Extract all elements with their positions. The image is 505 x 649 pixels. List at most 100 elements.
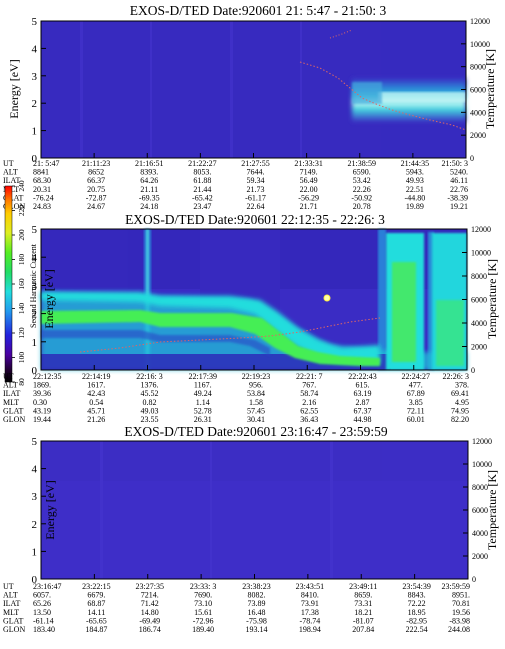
panel-2-ytick-label: 1 <box>32 337 38 349</box>
panel-1-table-cell: 19.89 <box>406 202 424 211</box>
panel-3-table-cell: 23:22:15 <box>82 582 110 591</box>
panel-2-table-cell: 26.31 <box>194 415 212 424</box>
panel-2-spike-3 <box>378 229 386 370</box>
panel-3-ytick-label: 1 <box>32 546 38 558</box>
panel-1-table-cell: 22.51 <box>406 185 424 194</box>
panel-1-temperature-trace <box>299 61 467 131</box>
panel-3-table-cell: 186.74 <box>139 625 161 634</box>
colorbar-tick-label: 120 <box>17 327 26 339</box>
panel-1-ytick-label: 0 <box>32 153 38 165</box>
colorbar-gradient <box>4 185 13 383</box>
panel-2-ytick-label: 2 <box>32 309 38 321</box>
panel-2-table-cell: 72.11 <box>407 406 425 415</box>
panel-3-rtick-label: 6000 <box>472 506 488 515</box>
panel-2-rtick-label: 8000 <box>471 272 487 281</box>
panel-1-row-label: GLON <box>3 202 25 211</box>
panel-3-table-cell: 73.10 <box>194 599 212 608</box>
panel-2-table-cell: 22:16: 3 <box>136 372 162 381</box>
panel-3-table-cell: 14.11 <box>88 608 106 617</box>
panel-1-table-cell: 21.11 <box>140 185 158 194</box>
panel-2-row-label: GLON <box>3 415 25 424</box>
panel-2-table-cell: 21.26 <box>87 415 105 424</box>
panel-1-table-cell: -38.39 <box>447 193 468 202</box>
panel-2-right-block-green <box>392 262 416 362</box>
panel-3-ylabel: Energy [eV] <box>43 480 57 539</box>
panel-3-texture <box>41 441 468 579</box>
panel-2-table-cell: 615. <box>356 381 370 390</box>
panel-3-table-cell: 16.48 <box>248 608 266 617</box>
panel-2-row-label: MLT <box>3 398 19 407</box>
panel-2-table-cell: 1.14 <box>196 398 210 407</box>
panel-3-table-cell: -82.95 <box>406 616 427 625</box>
panel-1-xticks <box>40 153 467 158</box>
panel-2-ylabel: Energy [eV] <box>42 269 56 328</box>
panel-3-table-cell: 68.87 <box>87 599 105 608</box>
panel-1-table-cell: -76.24 <box>33 193 54 202</box>
panel-1-ylabel: Energy [eV] <box>7 59 21 118</box>
panel-1-table-cell: 64.26 <box>140 176 158 185</box>
panel-2-table-cell: 58.74 <box>300 389 318 398</box>
panel-3-table-cell: -75.98 <box>246 616 267 625</box>
panel-3-table-cell: 198.94 <box>299 625 321 634</box>
panel-2-row-label: ALT <box>3 381 18 390</box>
panel-2-table-cell: 0.30 <box>33 398 47 407</box>
panel-1-table-cell: 21:33:31 <box>294 159 322 168</box>
panel-2-yticks: 0 1 2 3 4 5 <box>32 224 46 377</box>
panel-2-table-cell: 1376. <box>141 381 159 390</box>
panel-3-heatmap-background <box>41 441 468 579</box>
panel-2-table-cell: 44.98 <box>354 415 372 424</box>
panel-2-table: UTALTILATMLTGLATGLON22:12:351869.39.360.… <box>3 372 469 424</box>
panel-2-table-cell: 19.44 <box>33 415 51 424</box>
panel-3-table-cell: 189.40 <box>192 625 214 634</box>
panel-3: EXOS-D/TED Date:920601 23:16:47 - 23:59:… <box>3 424 499 634</box>
panel-1-ytick-label: 4 <box>32 43 38 55</box>
panel-2-table-cell: 22:24:27 <box>402 372 430 381</box>
panel-1-table-cell: 5240. <box>450 168 468 177</box>
panel-2-row-label: GLAT <box>3 406 24 415</box>
panel-1-table-cell: 8841 <box>33 168 49 177</box>
panel-3-rtick-label: 2000 <box>472 552 488 561</box>
panel-3-table-cell: -69.49 <box>139 616 160 625</box>
panel-3-table-cell: 6679. <box>87 591 105 600</box>
panel-1-rtick-label: 2000 <box>470 131 486 140</box>
panel-2-table-cell: 42.43 <box>87 389 105 398</box>
panel-3-table-cell: 8659. <box>354 591 372 600</box>
panel-2-rtick-label: 6000 <box>471 296 487 305</box>
panel-3-table-cell: 7690. <box>194 591 212 600</box>
panel-2-table-cell: 22:17:39 <box>189 372 217 381</box>
panel-3-table-cell: 18.21 <box>354 608 372 617</box>
colorbar-tick-label: 80 <box>17 378 26 386</box>
panel-3-table-cell: 71.42 <box>141 599 159 608</box>
panel-2-table-cell: 36.43 <box>300 415 318 424</box>
panel-3-row-label: GLAT <box>3 616 24 625</box>
panel-3-row-label: MLT <box>3 608 19 617</box>
panel-1-row-label: GLAT <box>3 193 24 202</box>
panel-2-table-cell: 3.85 <box>409 398 423 407</box>
panel-2-table-cell: 22:14:19 <box>82 372 110 381</box>
panel-2-table-cell: 4.95 <box>455 398 469 407</box>
panel-2-table-cell: 45.52 <box>141 389 159 398</box>
panel-3-table-cell: 244.08 <box>448 625 470 634</box>
panel-2-table-cell: 30.41 <box>247 415 265 424</box>
panel-1-table-cell: 8652 <box>88 168 104 177</box>
panel-3-row-label: ILAT <box>3 599 20 608</box>
panel-2-table-cell: 60.01 <box>407 415 425 424</box>
panel-1-band-core <box>378 92 466 102</box>
colorbar-tick-label: 220 <box>17 205 26 217</box>
panel-1-table-cell: 22.00 <box>300 185 318 194</box>
panel-3-rticks: 0 2000 4000 6000 8000 10000 12000 <box>463 437 492 584</box>
panel-3-table-cell: 23:33: 3 <box>190 582 216 591</box>
panel-1-table-cell: 66.37 <box>87 176 105 185</box>
panel-2-table-cell: 767. <box>302 381 316 390</box>
panel-3-table-cell: -72.96 <box>193 616 214 625</box>
panel-1-table-cell: 24.83 <box>33 202 51 211</box>
panel-1-table-cell: 53.42 <box>353 176 371 185</box>
panel-1-table-cell: 46.11 <box>450 176 468 185</box>
panel-1-table-cell: -56.29 <box>298 193 319 202</box>
panel-2-temperature-trace <box>79 317 381 353</box>
panel-1-table-cell: 21:50: 3 <box>442 159 468 168</box>
panel-2-title: EXOS-D/TED Date:920601 22:12:35 - 22:26:… <box>125 212 385 227</box>
panel-3-table-cell: 8082. <box>248 591 266 600</box>
panel-1-table-cell: 68.30 <box>33 176 51 185</box>
panel-3-table-cell: 13.50 <box>33 608 51 617</box>
